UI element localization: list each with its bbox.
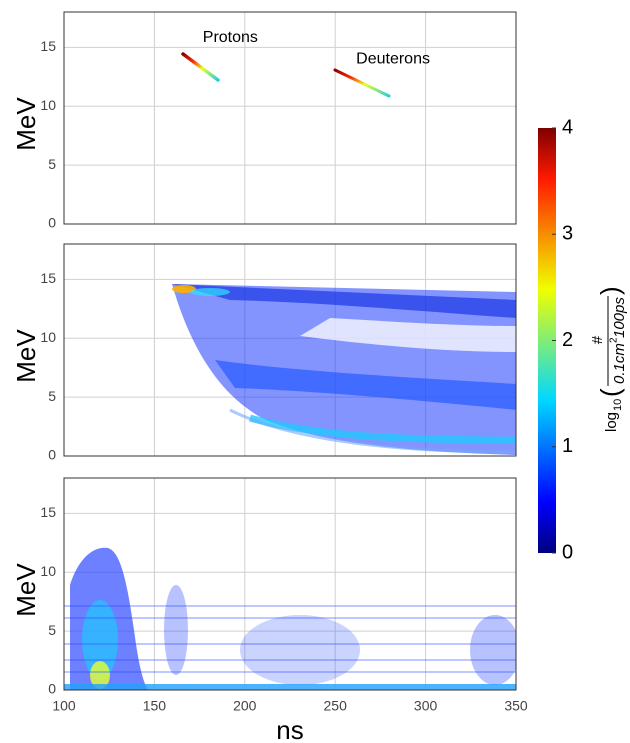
- y-tick-label: 5: [48, 388, 56, 404]
- plot-frame: [63, 477, 517, 691]
- x-tick-label: 100: [52, 698, 76, 714]
- colorbar-tick-label: 3: [562, 223, 573, 245]
- y-tick-label: 15: [40, 504, 56, 520]
- y-tick-label: 15: [40, 38, 56, 54]
- label-func: log: [603, 412, 620, 432]
- y-tick-label: 10: [40, 563, 56, 579]
- x-tick-label: 200: [233, 698, 257, 714]
- colorbar-tick-label: 0: [562, 541, 573, 563]
- colorbar-tick-label: 2: [562, 329, 573, 351]
- label-den: 0.1cm: [611, 343, 628, 384]
- label-num: #: [589, 335, 606, 344]
- y-tick-label: 5: [48, 622, 56, 638]
- y-axis-label: MeV: [11, 329, 41, 383]
- y-tick-label: 0: [48, 447, 56, 463]
- y-axis-label: MeV: [11, 563, 41, 617]
- colorbar-tick-label: 4: [562, 116, 573, 138]
- y-tick-label: 5: [48, 156, 56, 172]
- plot-frame: [63, 11, 517, 225]
- label-paren: (: [595, 388, 625, 397]
- label-den2: 100ps: [611, 297, 628, 338]
- colorbar-tick-label: 1: [562, 435, 573, 457]
- density-panel-2: [172, 284, 516, 455]
- annotation: Protons: [203, 29, 258, 46]
- annotation: Deuterons: [356, 50, 430, 67]
- label-sub: 10: [612, 399, 624, 411]
- y-tick-label: 10: [40, 97, 56, 113]
- x-tick-label: 300: [414, 698, 438, 714]
- plot-frame: [63, 243, 517, 457]
- colorbar: [538, 128, 556, 553]
- y-tick-label: 15: [40, 270, 56, 286]
- grid: [63, 12, 517, 225]
- x-tick-label: 350: [504, 698, 528, 714]
- x-axis-label: ns: [276, 715, 303, 743]
- x-tick-label: 250: [324, 698, 348, 714]
- y-tick-label: 0: [48, 215, 56, 231]
- label-sup: 2: [609, 337, 620, 343]
- deuteron-streak: [333, 68, 391, 98]
- y-axis-label: MeV: [11, 97, 41, 151]
- label-paren: ): [595, 286, 625, 295]
- density-panel-3: [64, 547, 516, 690]
- y-tick-label: 10: [40, 329, 56, 345]
- y-tick-label: 0: [48, 681, 56, 697]
- proton-streak: [181, 52, 220, 82]
- x-tick-label: 150: [143, 698, 167, 714]
